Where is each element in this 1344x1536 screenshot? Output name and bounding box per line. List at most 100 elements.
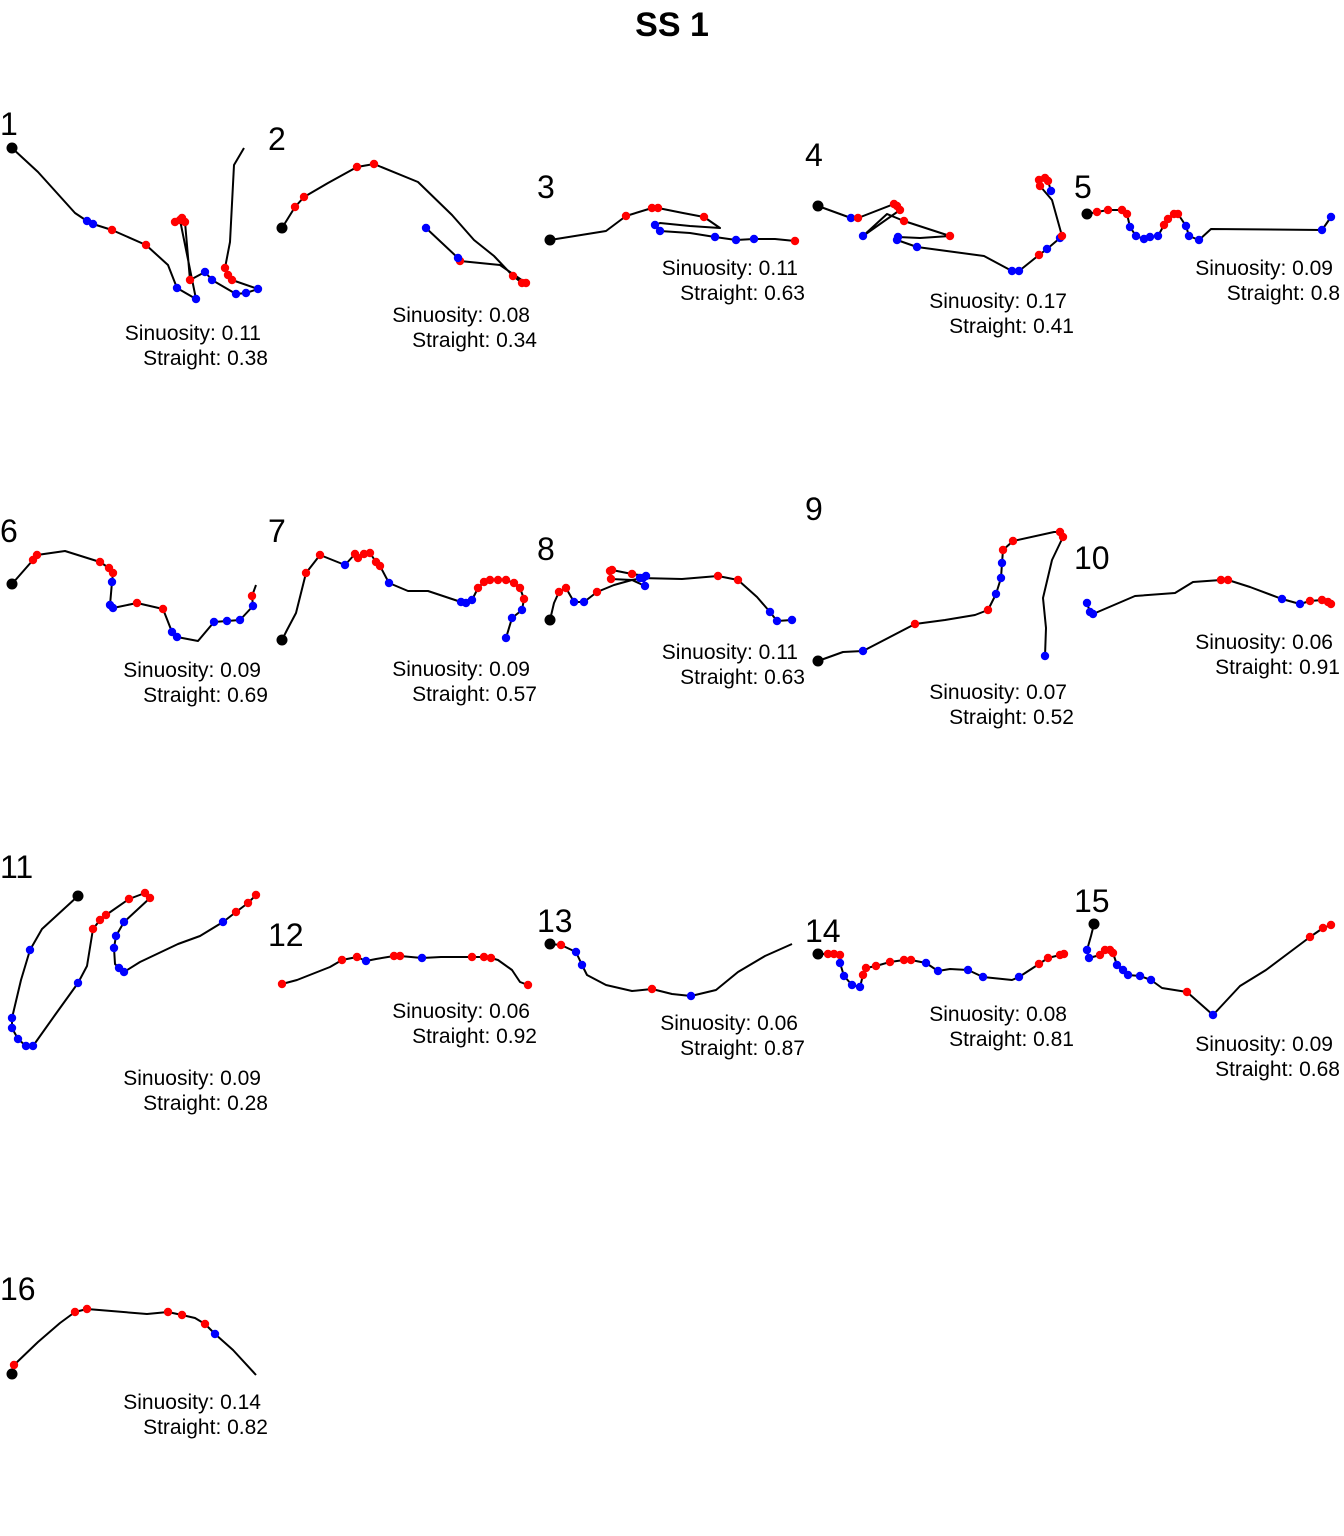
red-point — [647, 984, 657, 994]
red-point — [653, 203, 663, 213]
blue-point — [846, 213, 856, 223]
straightness-label: Straight: 0.8 — [1227, 282, 1340, 305]
red-point — [1305, 932, 1315, 942]
blue-point — [241, 288, 251, 298]
blue-point — [710, 232, 720, 242]
red-point — [290, 202, 300, 212]
blue-point — [361, 956, 371, 966]
red-point — [998, 545, 1008, 555]
red-point — [1008, 536, 1018, 546]
panel-number: 11 — [0, 849, 33, 885]
panel-number: 5 — [1074, 169, 1092, 205]
straightness-label: Straight: 0.87 — [680, 1037, 805, 1060]
blue-point — [191, 294, 201, 304]
start-point — [276, 634, 288, 646]
red-point — [145, 893, 155, 903]
blue-point — [111, 931, 121, 941]
straightness-label: Straight: 0.57 — [412, 683, 537, 706]
red-point — [1305, 596, 1315, 606]
red-point — [647, 203, 657, 213]
red-point — [95, 915, 105, 925]
straightness-label: Straight: 0.82 — [143, 1416, 268, 1439]
panel-number: 3 — [537, 169, 555, 205]
blue-point — [1088, 609, 1098, 619]
red-point — [185, 275, 195, 285]
blue-point — [1146, 975, 1156, 985]
red-point — [515, 583, 525, 593]
sinuosity-label: Sinuosity: 0.06 — [1195, 631, 1333, 654]
start-point — [1081, 208, 1093, 220]
red-point — [9, 1360, 19, 1370]
red-point — [519, 594, 529, 604]
straightness-label: Straight: 0.69 — [143, 684, 268, 707]
panel-number: 1 — [0, 106, 18, 142]
sinuosity-label: Sinuosity: 0.11 — [662, 257, 798, 280]
red-point — [823, 949, 833, 959]
red-point — [200, 1319, 210, 1329]
blue-point — [963, 965, 973, 975]
red-point — [592, 587, 602, 597]
panel-number: 16 — [0, 1271, 36, 1307]
blue-point — [109, 943, 119, 953]
blue-point — [1131, 231, 1141, 241]
straightness-label: Straight: 0.63 — [680, 282, 805, 305]
red-point — [70, 1307, 80, 1317]
blue-point — [1007, 266, 1017, 276]
red-point — [251, 890, 261, 900]
red-point — [485, 575, 495, 585]
blue-point — [200, 267, 210, 277]
track-line — [549, 207, 796, 242]
blue-point — [1040, 651, 1050, 661]
red-point — [95, 557, 105, 567]
blue-point — [571, 947, 581, 957]
red-point — [554, 587, 564, 597]
red-point — [607, 565, 617, 575]
red-point — [337, 955, 347, 965]
blue-point — [7, 1013, 17, 1023]
blue-point — [839, 971, 849, 981]
red-point — [163, 1307, 173, 1317]
blue-point — [222, 616, 232, 626]
blue-point — [453, 253, 463, 263]
start-point — [6, 1368, 18, 1380]
blue-point — [119, 967, 129, 977]
red-point — [899, 216, 909, 226]
red-point — [1108, 948, 1118, 958]
blue-point — [253, 284, 263, 294]
straightness-label: Straight: 0.28 — [143, 1092, 268, 1115]
panel-number: 4 — [805, 137, 823, 173]
blue-point — [107, 577, 117, 587]
blue-point — [650, 220, 660, 230]
sinuosity-label: Sinuosity: 0.08 — [929, 1003, 1067, 1026]
blue-point — [1082, 598, 1092, 608]
blue-point — [235, 615, 245, 625]
red-point — [906, 955, 916, 965]
red-point — [101, 910, 111, 920]
red-point — [231, 907, 241, 917]
red-point — [467, 952, 477, 962]
red-point — [177, 1310, 187, 1320]
red-point — [627, 569, 637, 579]
red-point — [389, 951, 399, 961]
blue-point — [858, 646, 868, 656]
red-point — [983, 605, 993, 615]
blue-point — [28, 1041, 38, 1051]
red-point — [1059, 949, 1069, 959]
red-point — [220, 263, 230, 273]
red-point — [299, 192, 309, 202]
blue-point — [467, 595, 477, 605]
red-point — [885, 957, 895, 967]
panel-number: 13 — [537, 903, 573, 939]
red-point — [521, 278, 531, 288]
sinuosity-label: Sinuosity: 0.11 — [662, 641, 798, 664]
blue-point — [686, 991, 696, 1001]
red-point — [108, 568, 118, 578]
blue-point — [858, 231, 868, 241]
